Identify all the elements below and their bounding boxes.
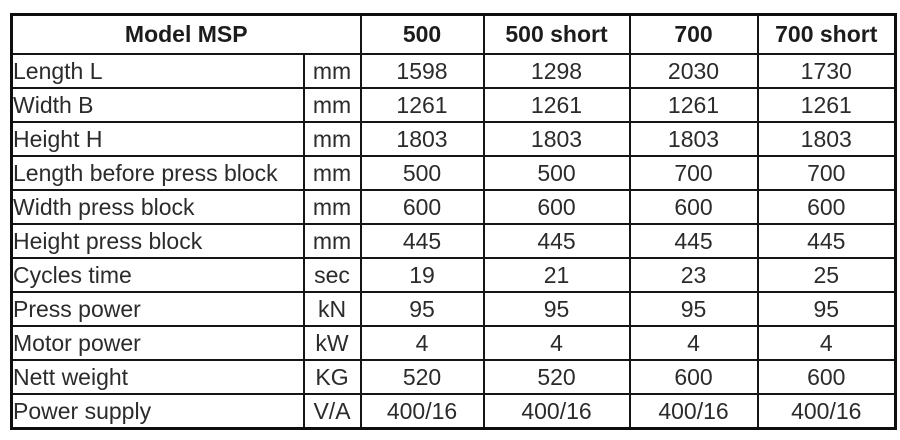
spec-label: Width press block xyxy=(10,189,305,225)
spec-value: 600 xyxy=(756,189,897,225)
spec-value: 600 xyxy=(628,359,759,395)
spec-sheet: Model MSP 500 500 short 700 700 short Le… xyxy=(10,13,898,430)
spec-value: 19 xyxy=(359,257,485,293)
spec-value: 600 xyxy=(359,189,485,225)
spec-value: 520 xyxy=(482,359,631,395)
spec-value: 1261 xyxy=(628,87,759,123)
spec-value: 700 xyxy=(756,155,897,191)
spec-value: 1803 xyxy=(756,121,897,157)
column-header-700: 700 xyxy=(628,13,759,55)
spec-value: 400/16 xyxy=(482,393,631,430)
column-header-700-short: 700 short xyxy=(756,13,897,55)
table-row: Width press block mm 600 600 600 600 xyxy=(10,189,897,225)
spec-unit: KG xyxy=(302,359,362,395)
spec-value: 95 xyxy=(359,291,485,327)
spec-value: 95 xyxy=(482,291,631,327)
table-row: Length before press block mm 500 500 700… xyxy=(10,155,897,191)
spec-unit: V/A xyxy=(302,393,362,430)
spec-table: Model MSP 500 500 short 700 700 short Le… xyxy=(10,13,898,430)
spec-unit: mm xyxy=(302,223,362,259)
spec-unit: mm xyxy=(302,121,362,157)
spec-value: 445 xyxy=(628,223,759,259)
spec-value: 1803 xyxy=(482,121,631,157)
spec-value: 445 xyxy=(359,223,485,259)
spec-unit: mm xyxy=(302,87,362,123)
spec-value: 1598 xyxy=(359,53,485,89)
spec-table-body: Length L mm 1598 1298 2030 1730 Width B … xyxy=(10,53,897,430)
spec-value: 4 xyxy=(756,325,897,361)
column-header-500: 500 xyxy=(359,13,485,55)
spec-value: 400/16 xyxy=(628,393,759,430)
spec-value: 4 xyxy=(359,325,485,361)
spec-value: 1803 xyxy=(628,121,759,157)
spec-value: 1730 xyxy=(756,53,897,89)
header-row: Model MSP 500 500 short 700 700 short xyxy=(10,13,897,55)
spec-unit: sec xyxy=(302,257,362,293)
spec-value: 1261 xyxy=(756,87,897,123)
column-header-500-short: 500 short xyxy=(482,13,631,55)
spec-value: 445 xyxy=(756,223,897,259)
spec-label: Press power xyxy=(10,291,305,327)
spec-label: Length before press block xyxy=(10,155,305,191)
spec-unit: mm xyxy=(302,155,362,191)
spec-value: 23 xyxy=(628,257,759,293)
spec-value: 95 xyxy=(628,291,759,327)
spec-value: 500 xyxy=(482,155,631,191)
spec-value: 700 xyxy=(628,155,759,191)
table-row: Cycles time sec 19 21 23 25 xyxy=(10,257,897,293)
spec-label: Nett weight xyxy=(10,359,305,395)
spec-value: 1261 xyxy=(482,87,631,123)
table-row: Nett weight KG 520 520 600 600 xyxy=(10,359,897,395)
spec-value: 4 xyxy=(482,325,631,361)
spec-unit: kN xyxy=(302,291,362,327)
spec-label: Width B xyxy=(10,87,305,123)
spec-value: 600 xyxy=(482,189,631,225)
spec-value: 4 xyxy=(628,325,759,361)
table-row: Power supply V/A 400/16 400/16 400/16 40… xyxy=(10,393,897,430)
spec-label: Cycles time xyxy=(10,257,305,293)
spec-unit: mm xyxy=(302,53,362,89)
spec-label: Length L xyxy=(10,53,305,89)
spec-value: 21 xyxy=(482,257,631,293)
spec-value: 445 xyxy=(482,223,631,259)
spec-value: 25 xyxy=(756,257,897,293)
spec-unit: mm xyxy=(302,189,362,225)
spec-value: 600 xyxy=(628,189,759,225)
spec-label: Power supply xyxy=(10,393,305,430)
spec-value: 95 xyxy=(756,291,897,327)
table-row: Height H mm 1803 1803 1803 1803 xyxy=(10,121,897,157)
spec-value: 500 xyxy=(359,155,485,191)
table-row: Press power kN 95 95 95 95 xyxy=(10,291,897,327)
spec-value: 400/16 xyxy=(756,393,897,430)
spec-value: 1803 xyxy=(359,121,485,157)
spec-value: 600 xyxy=(756,359,897,395)
table-row: Length L mm 1598 1298 2030 1730 xyxy=(10,53,897,89)
spec-label: Height H xyxy=(10,121,305,157)
spec-label: Height press block xyxy=(10,223,305,259)
spec-label: Motor power xyxy=(10,325,305,361)
spec-value: 520 xyxy=(359,359,485,395)
table-row: Motor power kW 4 4 4 4 xyxy=(10,325,897,361)
table-row: Height press block mm 445 445 445 445 xyxy=(10,223,897,259)
spec-value: 1261 xyxy=(359,87,485,123)
table-row: Width B mm 1261 1261 1261 1261 xyxy=(10,87,897,123)
spec-value: 1298 xyxy=(482,53,631,89)
spec-value: 400/16 xyxy=(359,393,485,430)
spec-unit: kW xyxy=(302,325,362,361)
spec-value: 2030 xyxy=(628,53,759,89)
model-header: Model MSP xyxy=(10,13,362,55)
